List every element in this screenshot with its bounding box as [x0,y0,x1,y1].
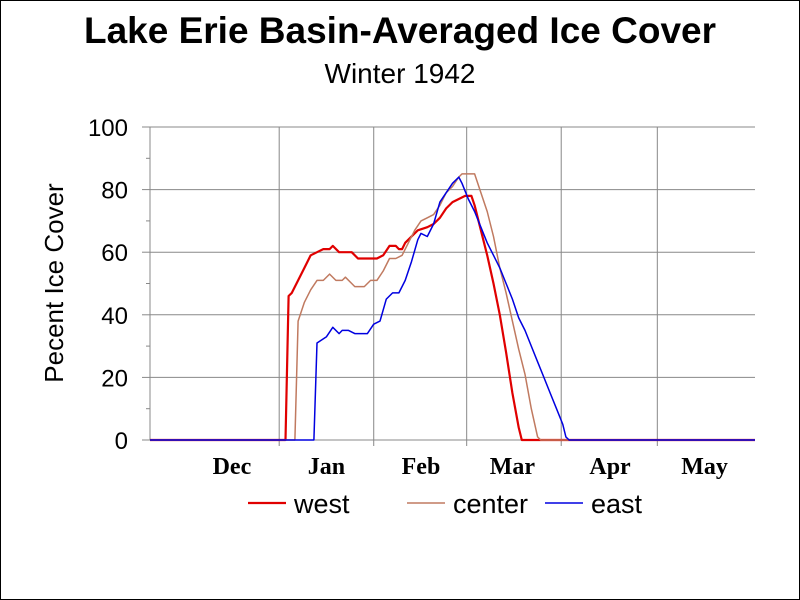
gridlines [150,126,755,440]
y-tick-label: 20 [101,365,128,392]
x-tick-label: May [681,454,728,480]
y-tick-label: 0 [115,428,128,455]
series-line-east [150,176,755,441]
x-tick-label: Dec [213,454,252,480]
x-tick-labels: Dec Jan Feb Mar Apr May [213,454,728,480]
x-tick-label: Feb [402,454,441,480]
y-tick-label: 100 [88,115,128,142]
chart-subtitle: Winter 1942 [324,58,476,89]
series-lines [150,173,755,442]
x-tick-label: Mar [490,454,536,480]
series-line-west [150,194,755,442]
legend-label-east: east [591,489,643,519]
legend: west center east [248,489,643,519]
x-tick-label: Jan [308,454,345,480]
x-tick-label: Apr [589,454,631,480]
y-tick-label: 60 [101,240,128,267]
y-axis-label: Pecent Ice Cover [39,183,69,383]
axes [142,126,755,446]
y-tick-label: 80 [101,178,128,205]
y-tick-labels: 0 20 40 60 80 100 [88,115,128,455]
legend-label-center: center [453,489,528,519]
chart-title: Lake Erie Basin-Averaged Ice Cover [83,10,717,51]
legend-label-west: west [293,489,350,519]
series-line-center [150,173,755,441]
y-tick-label: 40 [101,303,128,330]
